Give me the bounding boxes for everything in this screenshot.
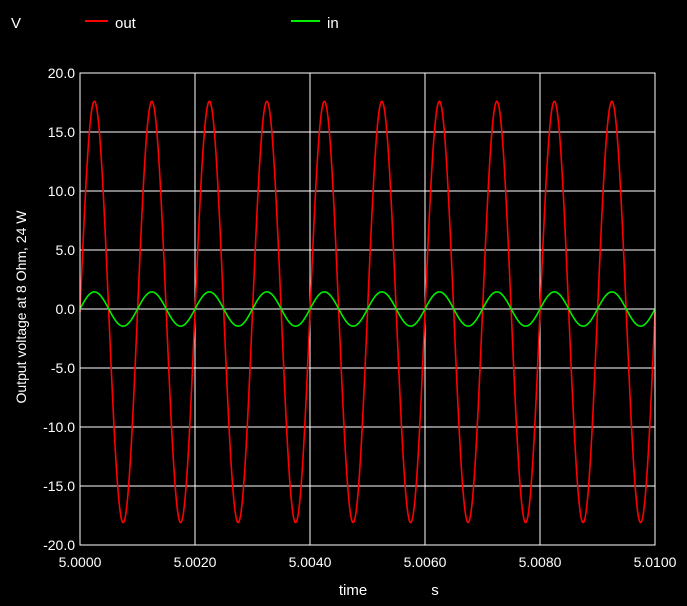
series-layer [79, 100, 656, 524]
y-tick-label: -10.0 [43, 419, 75, 435]
y-axis-label: Output voltage at 8 Ohm, 24 W [13, 210, 29, 404]
y-tick-label: 5.0 [56, 242, 76, 258]
legend-label-in: in [327, 15, 339, 32]
y-unit-label: V [11, 15, 21, 32]
y-tick-label: 20.0 [48, 65, 75, 81]
x-tick-label: 5.0060 [404, 554, 447, 570]
plot-frame [79, 72, 656, 546]
x-tick-label: 5.0040 [289, 554, 332, 570]
series-line-in [79, 291, 656, 327]
x-tick-label: 5.0020 [174, 554, 217, 570]
y-tick-label: -15.0 [43, 478, 75, 494]
y-tick-label: 10.0 [48, 183, 75, 199]
x-tick-label: 5.0080 [519, 554, 562, 570]
y-tick-label: -5.0 [51, 360, 75, 376]
x-tick-label: 5.0000 [59, 554, 102, 570]
legend-label-out: out [115, 15, 137, 32]
legend: V out in [11, 15, 339, 32]
y-tick-label: 15.0 [48, 124, 75, 140]
x-tick-label: 5.0100 [634, 554, 677, 570]
y-tick-label: -20.0 [43, 537, 75, 553]
x-axis-label: time [339, 582, 367, 599]
tick-labels: 20.015.010.05.00.0-5.0-10.0-15.0-20.05.0… [43, 65, 677, 570]
x-unit-label: s [431, 582, 439, 599]
series-line-out [79, 100, 656, 524]
y-tick-label: 0.0 [56, 301, 76, 317]
